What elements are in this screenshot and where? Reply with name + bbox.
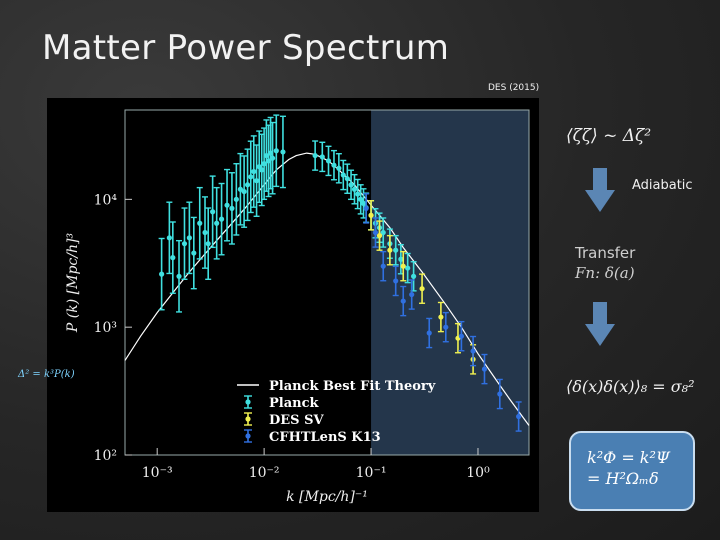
data-point	[269, 155, 276, 161]
y-tick-label: 10⁴	[94, 192, 118, 208]
slide-title: Matter Power Spectrum	[42, 28, 450, 68]
sigma8-formula: ⟨δ(x)δ(x)⟩₈ = σ₈²	[566, 377, 695, 396]
data-point	[380, 229, 386, 236]
data-point	[358, 196, 364, 202]
legend-entry: DES SV	[269, 413, 324, 428]
box-line-2: = H²Ωₘδ	[587, 469, 659, 488]
data-point	[181, 241, 188, 247]
data-point	[340, 172, 346, 178]
legend-entry: CFHTLenS K13	[269, 430, 381, 445]
data-point	[372, 229, 379, 236]
data-point	[400, 263, 406, 269]
data-point	[241, 188, 247, 195]
data-point	[393, 247, 399, 253]
data-point	[398, 256, 404, 262]
data-point	[409, 291, 415, 298]
data-point	[325, 158, 332, 164]
transfer-label-line2: Fn: δ(a)	[575, 264, 635, 282]
data-point	[197, 220, 203, 226]
data-point	[191, 250, 197, 256]
data-point	[261, 161, 267, 167]
data-point	[336, 165, 342, 171]
legend-entry: Planck	[269, 396, 320, 411]
adiabatic-label: Adiabatic	[632, 178, 693, 193]
legend-swatch-dot	[245, 399, 251, 405]
legend-entry: Planck Best Fit Theory	[269, 379, 436, 394]
data-point	[253, 178, 260, 184]
data-point	[497, 391, 503, 397]
data-point	[348, 182, 354, 188]
transfer-label: Transfer Fn: δ(a)	[575, 243, 635, 283]
y-axis-label: P (k) [Mpc/h]³	[65, 233, 81, 334]
data-point	[355, 191, 361, 197]
data-point	[319, 154, 325, 160]
data-point	[159, 271, 165, 277]
data-point	[411, 273, 417, 279]
plot-area-frame	[124, 109, 530, 456]
x-axis-label: k [Mpc/h]⁻¹	[286, 489, 368, 505]
data-point	[438, 314, 444, 320]
x-tick-label: 10⁻²	[249, 465, 280, 481]
data-point	[186, 235, 192, 241]
power-spectrum-chart: 10⁻³ 10⁻² 10⁻¹ 10⁰ 10² 10³ 10⁴ k [Mpc/h]⁻¹ P (k)…	[47, 98, 539, 512]
data-point	[426, 330, 432, 336]
data-point	[376, 233, 383, 239]
y-tick-label: 10³	[94, 320, 117, 336]
data-point	[387, 247, 393, 253]
data-point	[210, 209, 216, 215]
down-arrow-icon	[585, 302, 615, 346]
data-point	[273, 148, 279, 154]
data-point	[218, 216, 225, 222]
data-point	[237, 186, 243, 192]
data-point	[481, 366, 488, 372]
x-tick-label: 10⁻¹	[356, 465, 387, 481]
data-point	[229, 205, 235, 211]
data-point	[263, 152, 269, 159]
data-point	[166, 235, 172, 241]
x-tick-label: 10⁻³	[142, 465, 173, 481]
data-point	[176, 273, 182, 279]
poisson-equation-box: k²Φ = k²Ψ = H²Ωₘδ	[569, 431, 695, 511]
data-point	[400, 298, 406, 304]
source-caption: DES (2015)	[488, 83, 540, 93]
data-point	[458, 333, 465, 339]
data-point	[214, 220, 220, 226]
data-point	[419, 286, 425, 292]
data-point	[244, 182, 251, 188]
data-point	[393, 278, 399, 284]
legend-swatch-dot	[245, 416, 251, 422]
chart-svg: 10⁻³ 10⁻² 10⁻¹ 10⁰ 10² 10³ 10⁴ k [Mpc/h]⁻¹ P (k)…	[65, 109, 530, 505]
data-point	[368, 212, 374, 218]
data-point	[360, 200, 367, 206]
box-line-1: k²Φ = k²Ψ	[587, 448, 670, 467]
data-point	[202, 229, 208, 236]
primordial-formula: ⟨ζζ⟩ ~ Δζ²	[566, 126, 652, 146]
data-point	[380, 263, 386, 269]
data-point	[233, 196, 239, 202]
x-tick-label: 10⁰	[466, 465, 490, 481]
transfer-label-line1: Transfer	[575, 244, 636, 262]
down-arrow-icon	[585, 168, 615, 212]
data-point	[224, 202, 230, 208]
data-point	[331, 162, 337, 168]
ratio-label: Δ² = k³P(k)	[18, 369, 75, 380]
data-point	[516, 413, 522, 420]
data-point	[280, 149, 286, 155]
data-point	[205, 241, 211, 247]
data-point	[351, 186, 358, 192]
y-tick-label: 10²	[94, 448, 117, 464]
data-point	[170, 255, 176, 261]
data-point	[405, 265, 411, 271]
data-point	[344, 176, 350, 182]
data-point	[251, 168, 257, 175]
data-point	[259, 167, 265, 173]
data-point	[312, 152, 318, 159]
data-point	[248, 174, 254, 180]
data-point	[363, 205, 369, 211]
data-point	[443, 324, 449, 330]
legend-swatch-dot	[245, 433, 251, 439]
data-point	[470, 348, 476, 354]
